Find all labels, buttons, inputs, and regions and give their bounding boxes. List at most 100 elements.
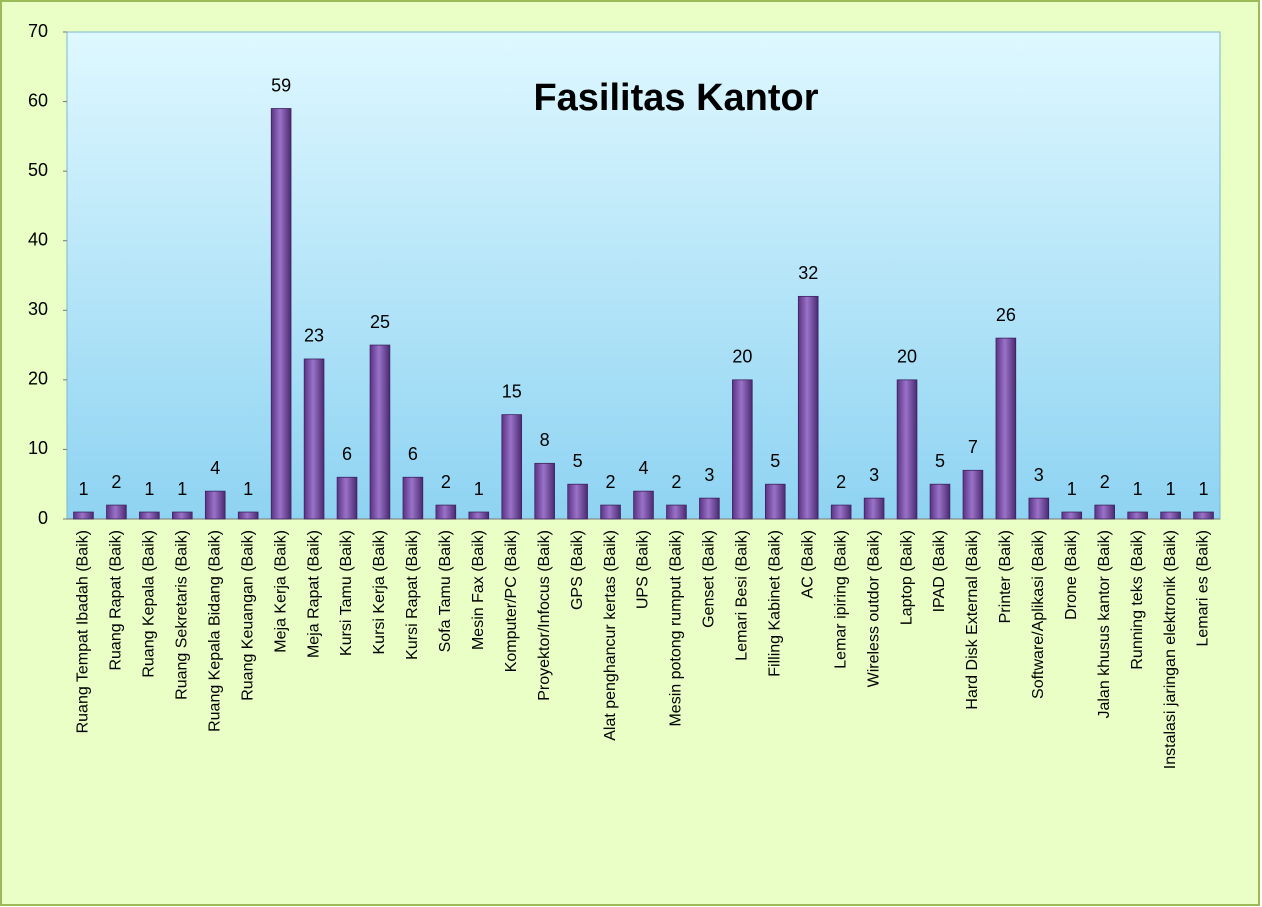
value-label: 1 — [243, 479, 253, 499]
x-tick-label: Kursi Rapat (Baik) — [404, 530, 421, 660]
x-tick-label: Running teks (Baik) — [1129, 530, 1146, 670]
bar — [468, 511, 490, 520]
bar — [501, 414, 523, 520]
bar — [1193, 511, 1214, 520]
x-tick-label: Ruang Sekretaris (Baik) — [174, 530, 191, 700]
value-label: 4 — [210, 458, 220, 478]
x-tick-label: Proyektor/Infocus (Baik) — [536, 530, 553, 701]
bar — [962, 469, 984, 520]
value-label: 2 — [1100, 472, 1110, 492]
bar — [830, 504, 852, 520]
x-tick-label: Drone (Baik) — [1063, 530, 1080, 620]
bar — [1061, 511, 1083, 520]
bar — [369, 344, 391, 520]
x-tick-label: Hard Disk External (Baik) — [964, 530, 981, 710]
x-tick-label: Ruang Keuangan (Baik) — [239, 530, 256, 701]
value-label: 32 — [798, 263, 818, 283]
value-label: 25 — [370, 312, 390, 332]
value-label: 1 — [78, 479, 88, 499]
bar — [204, 490, 226, 520]
x-tick-label: UPS (Baik) — [635, 530, 652, 609]
value-label: 1 — [1133, 479, 1143, 499]
y-tick-label: 10 — [28, 438, 48, 458]
value-label: 1 — [1067, 479, 1077, 499]
value-label: 4 — [638, 458, 648, 478]
value-label: 7 — [968, 437, 978, 457]
y-tick-label: 30 — [28, 299, 48, 319]
x-tick-label: AC (Baik) — [799, 530, 816, 598]
value-label: 15 — [502, 381, 522, 401]
bar — [1160, 511, 1181, 520]
x-tick-label: Alat penghancur kertas (Baik) — [602, 530, 619, 741]
bar — [1094, 504, 1115, 520]
bar — [633, 490, 654, 520]
y-tick-label: 70 — [28, 21, 48, 41]
y-tick-label: 50 — [28, 160, 48, 180]
bar — [172, 511, 193, 520]
value-label: 20 — [732, 347, 752, 367]
x-tick-label: Meja Kerja (Baik) — [272, 530, 289, 653]
bar — [929, 483, 951, 520]
x-tick-label: GPS (Baik) — [569, 530, 586, 610]
x-tick-label: Komputer/PC (Baik) — [503, 530, 520, 672]
x-tick-label: Wireless outdor (Baik) — [865, 530, 882, 687]
bar — [567, 483, 588, 520]
x-tick-label: Lemari es (Baik) — [1195, 530, 1212, 646]
y-tick-label: 0 — [38, 508, 48, 528]
value-label: 1 — [474, 479, 484, 499]
value-label: 6 — [342, 444, 352, 464]
value-label: 20 — [897, 347, 917, 367]
bar — [336, 476, 358, 520]
value-label: 2 — [671, 472, 681, 492]
x-tick-label: Lemari Besi (Baik) — [734, 530, 751, 661]
bar — [1028, 497, 1050, 520]
plot-area — [66, 31, 1221, 520]
value-label: 1 — [1199, 479, 1209, 499]
bar — [896, 379, 918, 520]
value-label: 2 — [836, 472, 846, 492]
bar — [600, 504, 621, 520]
chart-title: Fasilitas Kantor — [533, 77, 818, 119]
x-tick-label: IPAD (Baik) — [931, 530, 948, 612]
value-label: 5 — [935, 451, 945, 471]
bar — [797, 295, 819, 520]
value-label: 3 — [704, 465, 714, 485]
bar — [435, 504, 457, 520]
value-label: 1 — [177, 479, 187, 499]
y-tick-label: 20 — [28, 369, 48, 389]
value-label: 59 — [271, 75, 291, 95]
x-tick-label: Ruang Kepala Bidang (Baik) — [206, 530, 223, 732]
bar — [106, 504, 127, 520]
value-label: 3 — [869, 465, 879, 485]
value-label: 2 — [111, 472, 121, 492]
x-tick-label: Ruang Rapat (Baik) — [108, 530, 125, 671]
value-label: 8 — [540, 430, 550, 450]
bar — [699, 497, 720, 520]
x-tick-label: Laptop (Baik) — [898, 530, 915, 625]
x-tick-label: Jalan khusus kantor (Baik) — [1096, 530, 1113, 719]
x-tick-label: Instalasi jaringan elektronik (Baik) — [1162, 530, 1179, 769]
value-label: 23 — [304, 326, 324, 346]
bar — [270, 108, 292, 520]
x-tick-label: Genset (Baik) — [701, 530, 718, 628]
bar — [666, 504, 687, 520]
bar — [1127, 511, 1148, 520]
value-label: 6 — [408, 444, 418, 464]
value-label: 5 — [573, 451, 583, 471]
bar — [303, 358, 325, 520]
bar — [732, 379, 753, 520]
x-tick-label: Printer (Baik) — [997, 530, 1014, 623]
bar — [402, 476, 424, 520]
bar — [73, 511, 94, 520]
value-label: 3 — [1034, 465, 1044, 485]
y-tick-label: 60 — [28, 90, 48, 110]
x-tick-label: Mesin Fax (Baik) — [470, 530, 487, 650]
x-tick-label: Lemar ipiring (Baik) — [832, 530, 849, 669]
x-tick-label: Ruang Tempat Ibadah (Baik) — [75, 530, 92, 733]
value-label: 26 — [996, 305, 1016, 325]
bar — [139, 511, 160, 520]
value-label: 2 — [606, 472, 616, 492]
x-tick-label: Sofa Tamu (Baik) — [437, 530, 454, 652]
bar — [764, 483, 786, 520]
